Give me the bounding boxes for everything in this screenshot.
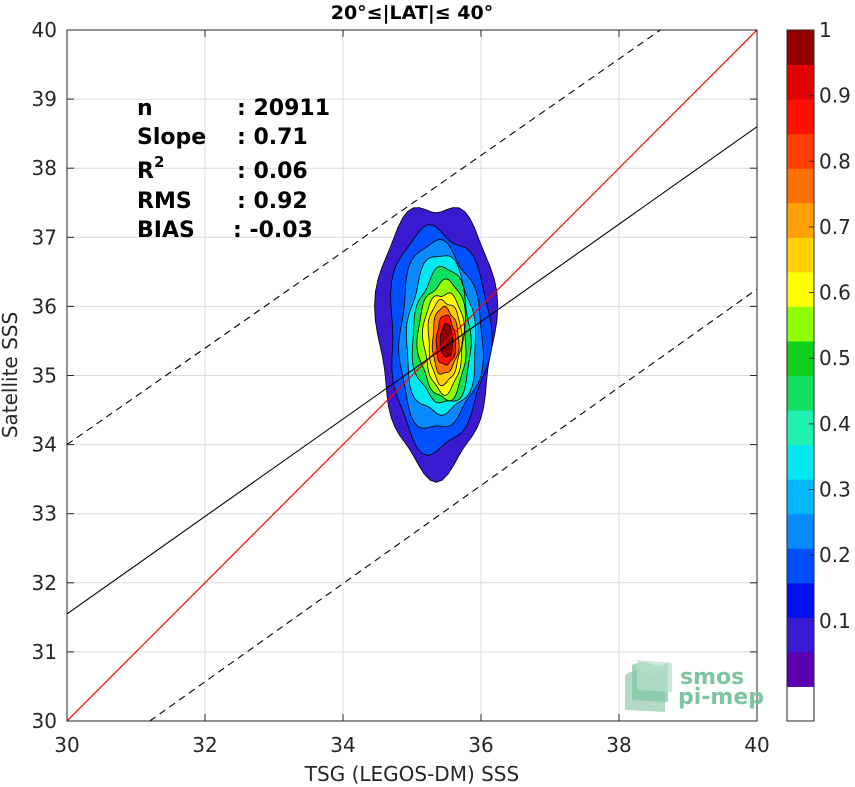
colorbar-segment: [787, 375, 814, 411]
colorbar-segment: [787, 306, 814, 342]
colorbar-segment: [787, 64, 814, 100]
stat-label: R: [137, 159, 154, 184]
x-tick-label: 40: [744, 733, 769, 757]
colorbar-tick-label: 0.3: [819, 478, 851, 502]
stat-label: Slope: [137, 125, 206, 150]
colorbar-frame: [786, 29, 815, 722]
colorbar-segment: [787, 479, 814, 515]
colorbar-segment: [787, 582, 814, 618]
stat-label: RMS: [137, 189, 192, 214]
colorbar-segment: [787, 30, 814, 66]
stats-box: n : 20911 Slope : 0.71 R 2 : 0.06 RMS : 0.92 BIAS…: [137, 96, 330, 243]
y-tick-label: 33: [32, 502, 57, 526]
stat-label: n: [137, 96, 153, 121]
y-tick-label: 32: [32, 571, 57, 595]
colorbar-segment: [787, 410, 814, 446]
colorbar-segment: [787, 202, 814, 238]
lower-bound-line: [149, 288, 757, 721]
stat-value: : 0.92: [237, 189, 308, 214]
y-tick-label: 30: [32, 709, 57, 733]
smos-pimep-logo: smos pi-mep: [625, 660, 764, 712]
y-axis-label: Satellite SSS: [0, 312, 22, 438]
y-tick-label: 37: [32, 225, 57, 249]
x-tick-label: 36: [468, 733, 493, 757]
colorbar-segment: [787, 686, 814, 722]
upper-bound-line: [67, 30, 661, 446]
stat-label: BIAS: [137, 218, 195, 243]
colorbar-ticks: 0.1 0.2 0.3 0.4 0.5 0.6 0.7 0.8 0.9 1: [809, 18, 851, 633]
x-axis-ticks: 30 32 34 36 38 40: [54, 30, 770, 757]
colorbar-tick-label: 1: [819, 18, 832, 42]
colorbar-tick-label: 0.1: [819, 609, 851, 633]
colorbar-segment: [787, 99, 814, 135]
x-axis-label: TSG (LEGOS-DM) SSS: [304, 762, 519, 786]
identity-line: [67, 30, 757, 721]
y-tick-label: 38: [32, 156, 57, 180]
fit-line: [67, 126, 757, 615]
colorbar-tick-label: 0.4: [819, 412, 851, 436]
colorbar-tick-label: 0.7: [819, 215, 851, 239]
y-tick-label: 40: [32, 18, 57, 42]
stat-value: : 0.06: [237, 159, 308, 184]
colorbar-segment: [787, 168, 814, 204]
y-tick-label: 31: [32, 640, 57, 664]
colorbar-segment: [787, 444, 814, 480]
logo-line1: smos: [680, 665, 744, 690]
reference-lines: [67, 30, 757, 721]
y-tick-label: 35: [32, 364, 57, 388]
colorbar-segment: [787, 651, 814, 687]
x-tick-label: 34: [330, 733, 355, 757]
colorbar: [787, 30, 814, 722]
stat-value: : -0.03: [233, 218, 313, 243]
stat-label-superscript: 2: [154, 153, 164, 171]
colorbar-tick-label: 0.9: [819, 84, 851, 108]
colorbar-segment: [787, 617, 814, 653]
x-tick-label: 32: [192, 733, 217, 757]
stat-value: : 0.71: [237, 125, 308, 150]
y-tick-label: 36: [32, 294, 57, 318]
x-tick-label: 30: [54, 733, 79, 757]
colorbar-tick-label: 0.6: [819, 281, 851, 305]
stat-value: : 20911: [237, 96, 330, 121]
y-tick-label: 34: [32, 433, 57, 457]
logo-mark-icon: [625, 660, 672, 712]
colorbar-segment: [787, 513, 814, 549]
colorbar-tick-label: 0.5: [819, 346, 851, 370]
colorbar-tick-label: 0.2: [819, 543, 851, 567]
y-tick-label: 39: [32, 87, 57, 111]
logo-line2: pi-mep: [678, 685, 764, 710]
x-tick-label: 38: [606, 733, 631, 757]
colorbar-tick-label: 0.8: [819, 149, 851, 173]
y-axis-ticks: 30 31 32 33 34 35 36 37 38 39 40: [32, 18, 757, 733]
chart-title: 20°≤|LAT|≤ 40°: [331, 2, 494, 24]
colorbar-segment: [787, 271, 814, 307]
colorbar-segment: [787, 133, 814, 169]
colorbar-segment: [787, 548, 814, 584]
colorbar-segment: [787, 237, 814, 273]
